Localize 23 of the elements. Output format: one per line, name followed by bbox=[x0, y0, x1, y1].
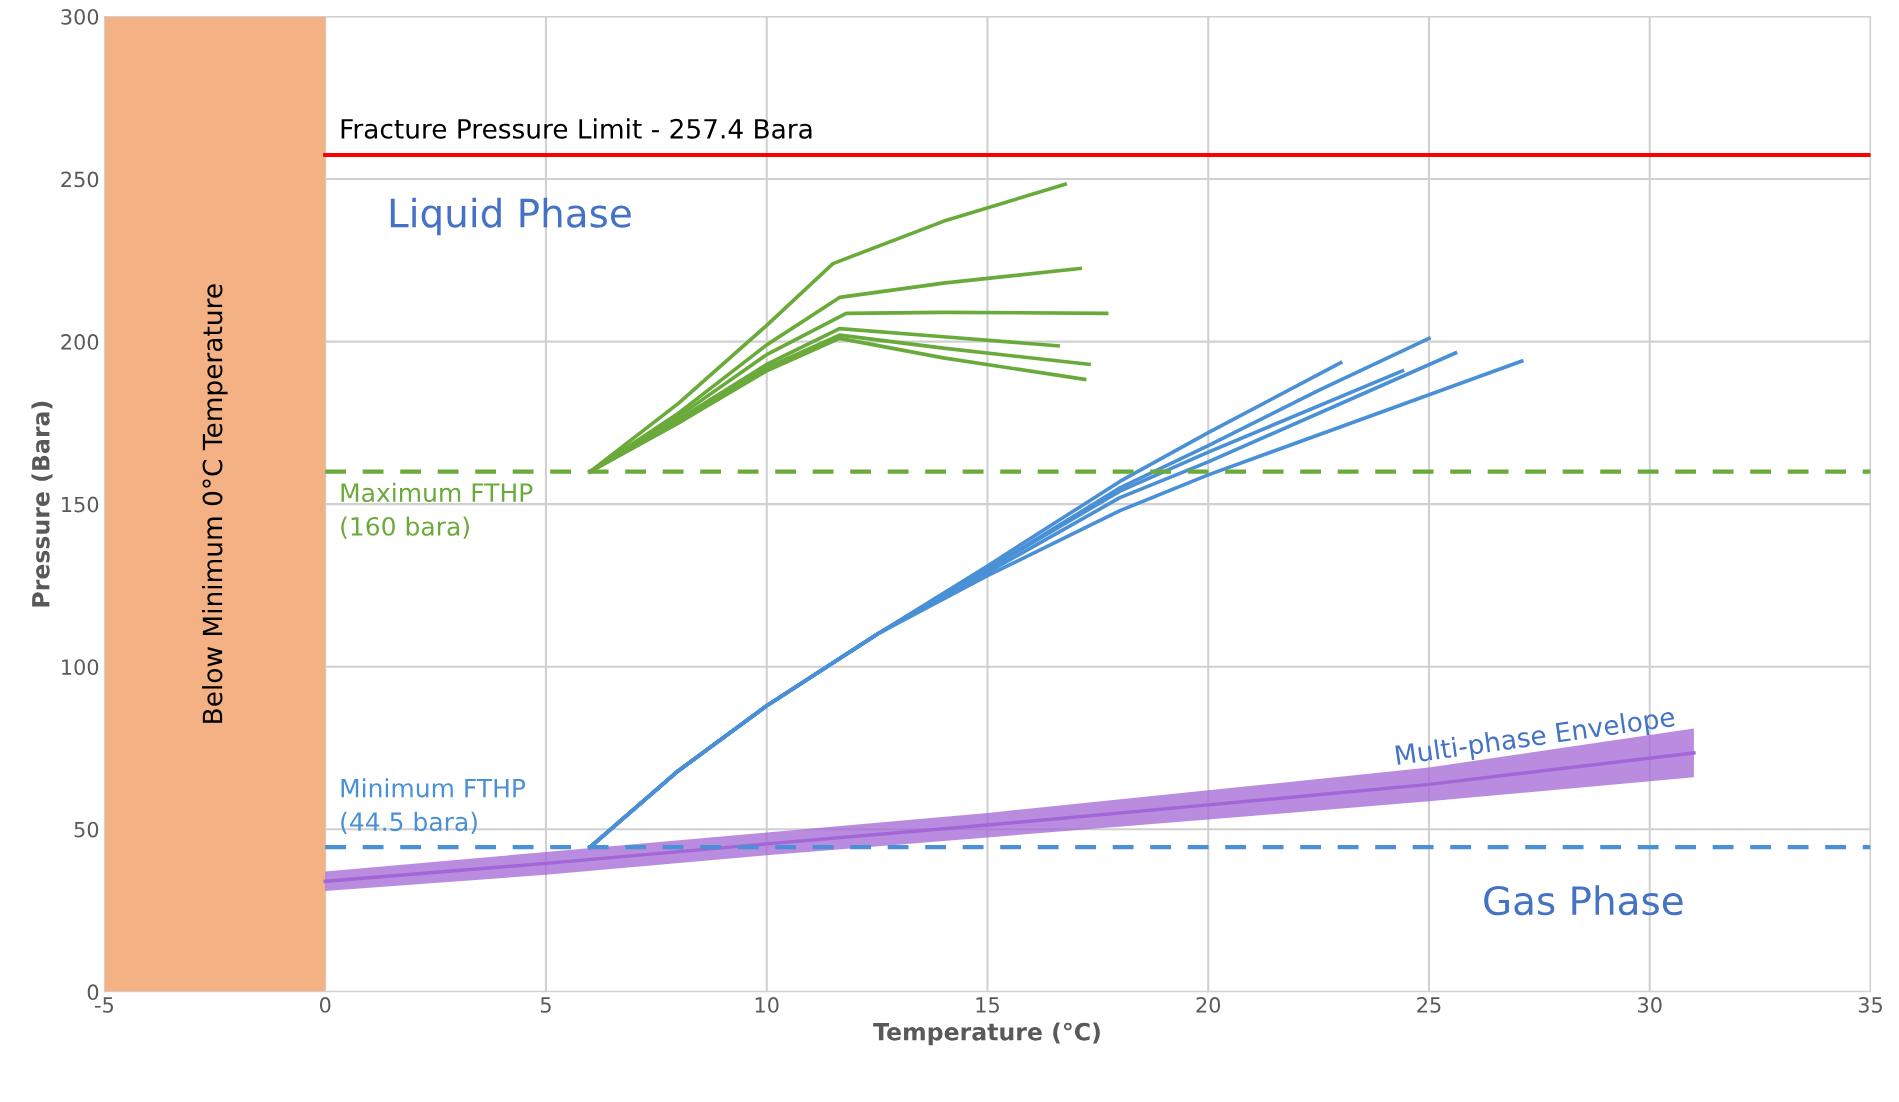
x-tick-label: 0 bbox=[319, 997, 331, 1013]
annotation: Liquid Phase bbox=[390, 197, 631, 236]
ref-line-label: Fracture Pressure Limit - 257.4 Bara bbox=[341, 118, 812, 139]
ref-line-label: Maximum FTHP (160 bara) bbox=[341, 482, 533, 539]
x-tick-label: 25 bbox=[1417, 997, 1441, 1013]
x-tick-label: 30 bbox=[1638, 997, 1662, 1013]
x-tick-label: 35 bbox=[1858, 997, 1882, 1013]
ref-line-label: Minimum FTHP (44.5 bara) bbox=[341, 778, 526, 835]
band-label: Below Minimum 0°C Temperature bbox=[202, 284, 228, 723]
y-tick-label: 300 bbox=[61, 8, 99, 25]
y-tick-label: 250 bbox=[61, 171, 99, 188]
y-tick-label: 100 bbox=[62, 659, 99, 675]
y-axis-title: Pressure (Bara) bbox=[31, 401, 53, 607]
x-tick-label: 5 bbox=[540, 997, 551, 1013]
x-tick-label: 15 bbox=[976, 997, 999, 1013]
x-tick-label: 10 bbox=[755, 997, 779, 1013]
annotation: Gas Phase bbox=[1484, 885, 1683, 916]
y-tick-label: 150 bbox=[62, 496, 99, 513]
x-axis-title: Temperature (°C) bbox=[873, 1022, 1100, 1046]
annotation: Multi-phase Envelope bbox=[1395, 706, 1676, 771]
x-tick-label: 20 bbox=[1196, 997, 1221, 1013]
y-tick-label: 50 bbox=[74, 821, 99, 838]
y-tick-label: 200 bbox=[61, 334, 99, 350]
